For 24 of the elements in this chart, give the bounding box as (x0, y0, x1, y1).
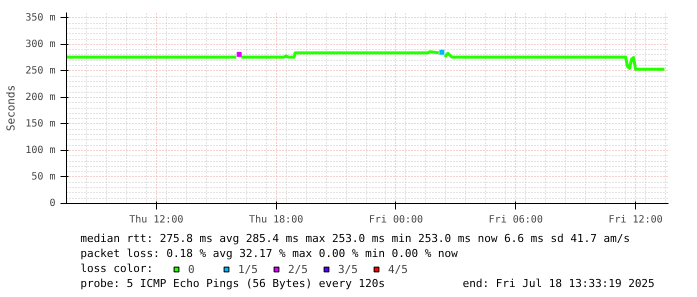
y-tick-label: 0 (49, 198, 56, 209)
legend-title: loss color: (80, 262, 154, 275)
legend-label: 0 (188, 262, 196, 276)
y-tick-label: 150 m (25, 118, 56, 130)
x-tick-label: Fri 00:00 (368, 214, 424, 226)
x-tick-label: Thu 18:00 (249, 214, 304, 226)
text: median rtt: 275.8 ms avg 285.4 ms max 253.0 ms min 253.0 ms now 6.6 ms sd 41.7 am/s (80, 232, 630, 245)
legend-label: 1/5 (238, 262, 258, 276)
x-tick-label: Fri 12:00 (608, 214, 663, 226)
text: probe: 5 ICMP Echo Pings (56 Bytes) every 120s (80, 277, 385, 290)
legend-label: 4/5 (388, 262, 408, 276)
y-tick-label: 300 m (25, 38, 56, 50)
x-tick-label: Thu 12:00 (129, 214, 184, 226)
legend-label: 2/5 (288, 262, 308, 276)
y-tick-label: 200 m (25, 92, 56, 103)
y-axis-title: Seconds (4, 84, 18, 132)
y-tick-label: 50 m (31, 171, 56, 182)
y-tick-label: 350 m (25, 12, 56, 24)
text: packet loss: 0.18 % avg 32.17 % max 0.00 % min 0.00 % now (80, 247, 458, 260)
y-tick-label: 100 m (25, 144, 56, 156)
text: end: Fri Jul 18 13:33:19 2025 (462, 277, 655, 290)
x-tick-label: Fri 06:00 (488, 214, 543, 226)
legend-label: 3/5 (338, 262, 358, 276)
y-tick-label: 250 m (25, 65, 56, 76)
